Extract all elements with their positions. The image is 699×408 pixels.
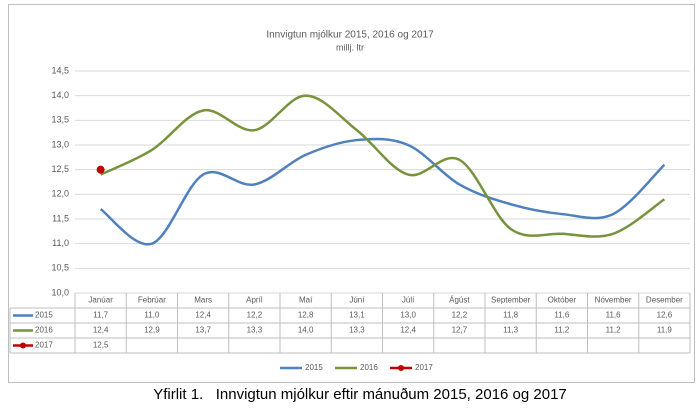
series-line xyxy=(99,137,666,246)
table-value: 13,3 xyxy=(349,326,365,335)
table-value: 11,3 xyxy=(503,326,519,335)
x-tick-label: Júlí xyxy=(402,296,415,305)
chart-frame xyxy=(8,4,695,383)
legend-label: 2016 xyxy=(360,363,378,372)
table-value: 12,4 xyxy=(195,311,211,320)
legend-label: 2015 xyxy=(305,363,323,372)
x-tick-label: Júní xyxy=(349,296,365,305)
table-value: 12,5 xyxy=(93,341,109,350)
x-tick-label: Ágúst xyxy=(449,296,470,305)
table-value: 13,3 xyxy=(247,326,263,335)
table-value: 12,2 xyxy=(247,311,263,320)
series-line xyxy=(100,94,666,238)
legend-marker xyxy=(398,365,404,371)
table-row-label: 2017 xyxy=(35,341,53,350)
table-value: 11,2 xyxy=(606,326,622,335)
table-swatch-marker xyxy=(20,342,26,349)
x-tick-label: Desember xyxy=(646,296,683,305)
x-tick-label: Janúar xyxy=(88,296,113,305)
table-value: 11,6 xyxy=(554,311,570,320)
table-value: 12,2 xyxy=(452,311,468,320)
x-tick-label: Nóvember xyxy=(595,296,632,305)
table-value: 14,0 xyxy=(298,326,314,335)
table-value: 11,6 xyxy=(606,311,622,320)
y-tick-label: 14,5 xyxy=(51,65,69,75)
table-value: 12,4 xyxy=(93,326,109,335)
x-tick-label: Apríl xyxy=(246,296,263,305)
y-tick-label: 13,5 xyxy=(51,115,69,125)
x-tick-label: Febrúar xyxy=(138,296,166,305)
x-tick-label: Mars xyxy=(194,296,212,305)
table-row-label: 2016 xyxy=(35,326,53,335)
table-value: 12,9 xyxy=(144,326,160,335)
x-tick-label: Maí xyxy=(299,296,313,305)
table-value: 12,4 xyxy=(400,326,416,335)
table-value: 13,7 xyxy=(195,326,211,335)
y-tick-label: 13,0 xyxy=(51,139,69,149)
table-row-label: 2015 xyxy=(35,311,53,320)
y-tick-label: 10,0 xyxy=(51,287,69,297)
chart-subtitle: millj. ltr xyxy=(336,42,364,52)
y-tick-label: 14,0 xyxy=(51,90,69,100)
chart-title: Innvigtun mjólkur 2015, 2016 og 2017 xyxy=(266,30,434,41)
table-value: 11,2 xyxy=(554,326,570,335)
legend-label: 2017 xyxy=(415,363,433,372)
table-value: 11,8 xyxy=(503,311,519,320)
table-value: 12,8 xyxy=(298,311,314,320)
y-tick-label: 12,0 xyxy=(51,189,69,199)
table-value: 13,0 xyxy=(400,311,416,320)
table-value: 12,6 xyxy=(657,311,673,320)
y-tick-label: 11,0 xyxy=(52,238,69,248)
y-tick-label: 10,5 xyxy=(51,263,69,273)
table-value: 11,0 xyxy=(144,311,160,320)
caption: Yfirlit 1. Innvigtun mjólkur eftir mánuð… xyxy=(153,386,567,403)
series-marker xyxy=(96,165,105,174)
y-tick-label: 11,5 xyxy=(52,213,69,223)
table-value: 13,1 xyxy=(349,311,365,320)
table-value: 12,7 xyxy=(452,326,468,335)
y-tick-label: 12,5 xyxy=(51,164,69,174)
table-value: 11,9 xyxy=(657,326,673,335)
x-tick-label: September xyxy=(491,296,530,305)
x-tick-label: Október xyxy=(548,296,577,305)
table-value: 11,7 xyxy=(93,311,109,320)
